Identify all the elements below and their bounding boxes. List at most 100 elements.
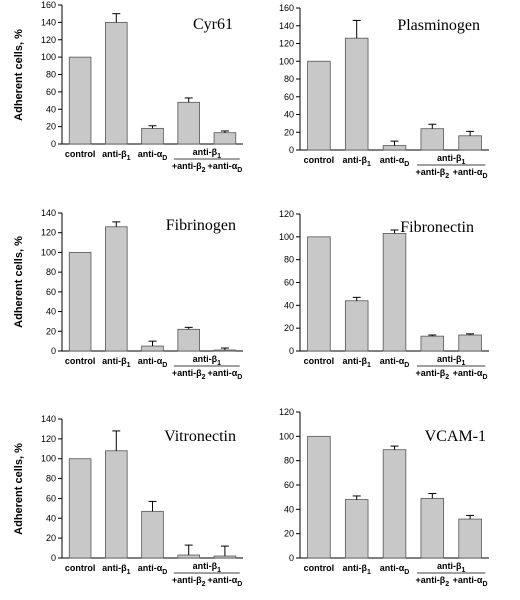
group-label: anti-β1 xyxy=(437,354,466,367)
x-category-label-subscript: 2 xyxy=(202,581,206,588)
bar xyxy=(458,135,482,151)
x-category-label-greek: β xyxy=(361,356,367,366)
y-tick-label: 100 xyxy=(41,52,56,62)
x-category-label-subscript: D xyxy=(404,569,409,576)
x-category-label-subscript: 1 xyxy=(127,569,131,576)
panel-title: Vitronectin xyxy=(164,428,236,445)
bar xyxy=(420,497,445,559)
x-category-label-subscript: 2 xyxy=(202,374,206,381)
x-category-label-subscript: D xyxy=(404,161,409,168)
bar xyxy=(177,554,200,559)
x-category-label-greek: α xyxy=(477,368,483,378)
group-label-subscript: 1 xyxy=(461,360,465,367)
x-category-label-text: anti- xyxy=(138,149,157,159)
x-category-label-subscript: D xyxy=(237,581,242,588)
bar xyxy=(382,145,407,151)
x-category-label: control xyxy=(304,356,335,366)
x-category-label: control xyxy=(65,563,96,573)
x-category-label: anti-β1 xyxy=(102,356,131,369)
x-category-label-text: anti- xyxy=(102,149,121,159)
x-category-label: +anti-αD xyxy=(453,575,488,588)
bar xyxy=(68,252,92,352)
y-tick-label: 100 xyxy=(41,247,56,257)
y-tick-label: 20 xyxy=(284,323,294,333)
y-tick-label: 160 xyxy=(41,0,56,10)
x-category-label: anti-αD xyxy=(138,356,168,369)
x-category-label-greek: β xyxy=(121,356,127,366)
group-label-text: anti- xyxy=(193,147,212,157)
x-category-label-subscript: 1 xyxy=(127,362,131,369)
bar xyxy=(105,226,128,352)
group-label-subscript: 1 xyxy=(217,360,221,367)
x-category-label-greek: β xyxy=(121,149,127,159)
y-tick-label: 20 xyxy=(284,529,294,539)
y-tick-label: 140 xyxy=(41,208,56,218)
group-label-text: anti- xyxy=(437,561,456,571)
x-category-label-text: +anti- xyxy=(172,161,196,171)
x-category-label-greek: α xyxy=(232,368,238,378)
x-category-label-text: +anti- xyxy=(415,167,439,177)
x-category-label-text: control xyxy=(65,563,96,573)
y-tick-label: 60 xyxy=(46,287,56,297)
x-category-label-text: +anti- xyxy=(207,161,231,171)
bar xyxy=(420,335,445,352)
x-category-label-text: +anti- xyxy=(415,575,439,585)
y-tick-label: 60 xyxy=(46,493,56,503)
bar xyxy=(141,345,164,352)
x-category-label: anti-αD xyxy=(380,155,410,168)
x-category-label-subscript: 2 xyxy=(445,374,449,381)
x-category-label-greek: β xyxy=(196,161,202,171)
y-tick-label: 120 xyxy=(279,209,294,219)
y-tick-label: 20 xyxy=(46,533,56,543)
x-category-label: +anti-αD xyxy=(207,575,242,588)
y-tick-label: 0 xyxy=(51,139,56,149)
panel-title: Fibronectin xyxy=(400,219,474,236)
bar xyxy=(382,233,407,352)
y-tick-label: 60 xyxy=(284,480,294,490)
y-tick-label: 0 xyxy=(289,346,294,356)
y-tick-label: 80 xyxy=(284,255,294,265)
x-category-label-subscript: D xyxy=(162,155,167,162)
x-category-label-subscript: D xyxy=(162,362,167,369)
bar xyxy=(307,60,331,151)
y-tick-label: 120 xyxy=(279,39,294,49)
x-category-label-text: anti- xyxy=(342,563,361,573)
x-category-label: control xyxy=(304,563,335,573)
x-category-label-subscript: 2 xyxy=(445,173,449,180)
x-category-label-greek: α xyxy=(477,575,483,585)
x-category-label-text: anti- xyxy=(380,356,399,366)
y-tick-label: 60 xyxy=(284,278,294,288)
y-tick-label: 60 xyxy=(46,87,56,97)
y-tick-label: 0 xyxy=(51,346,56,356)
x-category-label: +anti-β2 xyxy=(415,368,449,381)
y-tick-label: 120 xyxy=(41,434,56,444)
x-category-label-text: control xyxy=(65,149,96,159)
x-category-label-greek: β xyxy=(361,563,367,573)
y-tick-label: 40 xyxy=(46,513,56,523)
y-tick-label: 40 xyxy=(284,110,294,120)
group-label-text: anti- xyxy=(437,153,456,163)
y-tick-label: 160 xyxy=(279,3,294,13)
bar xyxy=(307,236,331,352)
group-label: anti-β1 xyxy=(193,147,222,160)
y-tick-label: 80 xyxy=(284,456,294,466)
x-category-label: +anti-β2 xyxy=(415,575,449,588)
bar xyxy=(344,37,369,151)
bar xyxy=(141,510,164,559)
x-category-label-greek: β xyxy=(440,575,446,585)
y-tick-label: 140 xyxy=(279,21,294,31)
y-axis-label: Adherent cells, % xyxy=(13,236,25,328)
x-category-label-text: +anti- xyxy=(207,368,231,378)
x-category-label-greek: α xyxy=(157,356,163,366)
group-label-greek: β xyxy=(456,354,462,364)
group-label: anti-β1 xyxy=(437,153,466,166)
y-tick-label: 20 xyxy=(46,122,56,132)
y-tick-label: 40 xyxy=(46,307,56,317)
x-category-label: +anti-β2 xyxy=(172,575,206,588)
group-label-subscript: 1 xyxy=(461,159,465,166)
x-category-label-greek: β xyxy=(196,368,202,378)
y-tick-label: 80 xyxy=(46,474,56,484)
